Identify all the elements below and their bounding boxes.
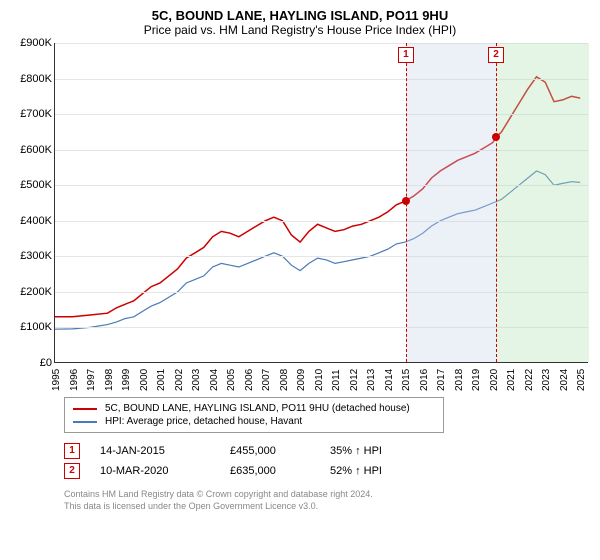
marker-label: 2: [488, 47, 504, 63]
y-tick-label: £500K: [20, 179, 52, 191]
x-tick-label: 2019: [471, 369, 482, 391]
legend-swatch: [73, 408, 97, 410]
chart-title: 5C, BOUND LANE, HAYLING ISLAND, PO11 9HU: [8, 8, 592, 23]
x-tick-label: 2021: [506, 369, 517, 391]
marker-point: [492, 133, 500, 141]
marker-point: [402, 197, 410, 205]
x-axis: 1995 1996 1997 1998 1999 2000 2001 2002 2003 2004…: [54, 363, 588, 393]
legend-item: 5C, BOUND LANE, HAYLING ISLAND, PO11 9HU…: [73, 402, 435, 415]
footer-attribution: Contains HM Land Registry data © Crown c…: [64, 489, 592, 512]
y-tick-label: £200K: [20, 286, 52, 298]
transaction-date: 10-MAR-2020: [100, 465, 230, 477]
y-tick-label: £800K: [20, 73, 52, 85]
x-tick-label: 2000: [139, 369, 150, 391]
legend-item: HPI: Average price, detached house, Hava…: [73, 415, 435, 428]
x-tick-label: 2004: [209, 369, 220, 391]
transaction-marker: 1: [64, 443, 80, 459]
x-tick-label: 2014: [384, 369, 395, 391]
x-tick-label: 2010: [314, 369, 325, 391]
y-tick-label: £700K: [20, 108, 52, 120]
y-axis: £0£100K£200K£300K£400K£500K£600K£700K£80…: [8, 43, 54, 363]
chart-subtitle: Price paid vs. HM Land Registry's House …: [8, 23, 592, 37]
x-tick-label: 1999: [121, 369, 132, 391]
legend-label: 5C, BOUND LANE, HAYLING ISLAND, PO11 9HU…: [105, 403, 410, 414]
x-tick-label: 2016: [419, 369, 430, 391]
transaction-marker: 2: [64, 463, 80, 479]
x-tick-label: 2012: [349, 369, 360, 391]
x-tick-label: 2018: [454, 369, 465, 391]
x-tick-label: 2020: [489, 369, 500, 391]
transaction-hpi-delta: 35% ↑ HPI: [330, 445, 460, 457]
transaction-date: 14-JAN-2015: [100, 445, 230, 457]
x-tick-label: 2006: [244, 369, 255, 391]
x-tick-label: 2011: [331, 369, 342, 391]
x-tick-label: 2022: [524, 369, 535, 391]
x-tick-label: 2015: [401, 369, 412, 391]
x-tick-label: 2009: [296, 369, 307, 391]
y-tick-label: £0: [40, 357, 52, 369]
shade-region: [406, 43, 496, 362]
x-tick-label: 2023: [541, 369, 552, 391]
footer-line-1: Contains HM Land Registry data © Crown c…: [64, 489, 592, 501]
plot-region: 12: [54, 43, 588, 363]
x-tick-label: 1996: [69, 369, 80, 391]
y-tick-label: £300K: [20, 250, 52, 262]
x-tick-label: 2003: [191, 369, 202, 391]
x-tick-label: 1995: [51, 369, 62, 391]
transaction-hpi-delta: 52% ↑ HPI: [330, 465, 460, 477]
x-tick-label: 1997: [86, 369, 97, 391]
transaction-row: 1 14-JAN-2015£455,00035% ↑ HPI: [64, 441, 592, 461]
y-tick-label: £900K: [20, 37, 52, 49]
transaction-price: £455,000: [230, 445, 330, 457]
marker-line: [496, 43, 497, 362]
x-tick-label: 2024: [559, 369, 570, 391]
x-tick-label: 2005: [226, 369, 237, 391]
marker-label: 1: [398, 47, 414, 63]
x-tick-label: 2007: [261, 369, 272, 391]
y-tick-label: £100K: [20, 321, 52, 333]
x-tick-label: 2001: [156, 369, 167, 391]
chart-area: £0 £100K £200K £300K £400K £500K £600K £700K £80…: [8, 43, 592, 393]
x-tick-label: 2008: [279, 369, 290, 391]
legend: 5C, BOUND LANE, HAYLING ISLAND, PO11 9HU…: [64, 397, 444, 433]
x-tick-label: 2017: [436, 369, 447, 391]
x-tick-label: 1998: [104, 369, 115, 391]
x-tick-label: 2013: [366, 369, 377, 391]
legend-swatch: [73, 421, 97, 423]
footer-line-2: This data is licensed under the Open Gov…: [64, 501, 592, 513]
transaction-table: 1 14-JAN-2015£455,00035% ↑ HPI 2 10-MAR-202…: [64, 441, 592, 481]
x-tick-label: 2025: [576, 369, 587, 391]
x-tick-label: 2002: [174, 369, 185, 391]
y-tick-label: £400K: [20, 215, 52, 227]
y-tick-label: £600K: [20, 144, 52, 156]
legend-label: HPI: Average price, detached house, Hava…: [105, 416, 302, 427]
transaction-price: £635,000: [230, 465, 330, 477]
transaction-row: 2 10-MAR-2020£635,00052% ↑ HPI: [64, 461, 592, 481]
shade-region: [496, 43, 589, 362]
